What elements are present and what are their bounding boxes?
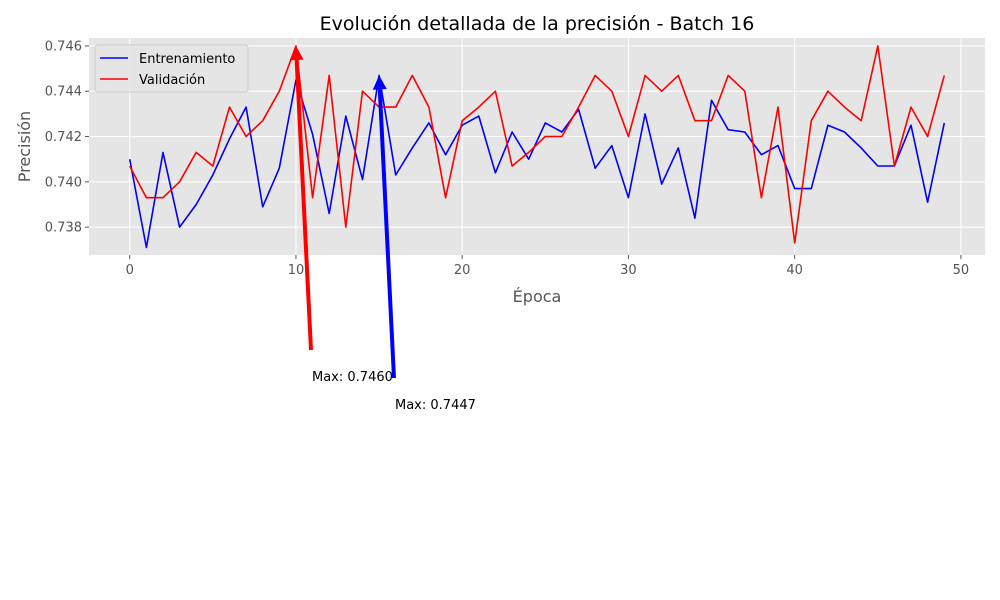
y-tick-label: 0.744	[45, 85, 82, 100]
x-axis-title: Época	[513, 287, 562, 306]
chart-title: Evolución detallada de la precisión - Ba…	[320, 13, 755, 35]
legend-label-validacion: Validación	[139, 73, 205, 88]
series-line-validacion	[128, 45, 946, 244]
x-tick-label: 10	[288, 263, 305, 278]
y-axis-title: Precisión	[15, 111, 34, 182]
y-tick-label: 0.740	[45, 175, 82, 190]
series-lines	[128, 45, 946, 249]
x-tick-label: 50	[953, 263, 970, 278]
legend-label-entrenamiento: Entrenamiento	[139, 52, 235, 67]
x-tick-label: 20	[454, 263, 471, 278]
y-tick-label: 0.746	[45, 39, 82, 54]
y-tick-label: 0.742	[45, 130, 82, 145]
x-tick-label: 30	[620, 263, 637, 278]
annotation-arrow-head	[372, 75, 387, 90]
x-tick-label: 40	[786, 263, 803, 278]
legend-box	[94, 44, 249, 93]
annotation-label: Max: 0.7447	[395, 398, 476, 413]
x-tick-label: 0	[126, 263, 134, 278]
annotation-label: Max: 0.7460	[312, 370, 393, 385]
series-line-entrenamiento	[128, 74, 946, 249]
y-tick-label: 0.738	[45, 221, 82, 236]
annotation-arrow-shaft	[377, 89, 396, 379]
annotation-arrow-head	[289, 45, 304, 61]
grid	[89, 38, 985, 255]
legend: Entrenamiento Validación	[94, 44, 249, 93]
axis-ticks: 0 10 20 30 40 50 0.738 0.740 0.742 0.744 0.746	[45, 39, 969, 278]
annotation-arrow-shaft	[294, 59, 313, 351]
